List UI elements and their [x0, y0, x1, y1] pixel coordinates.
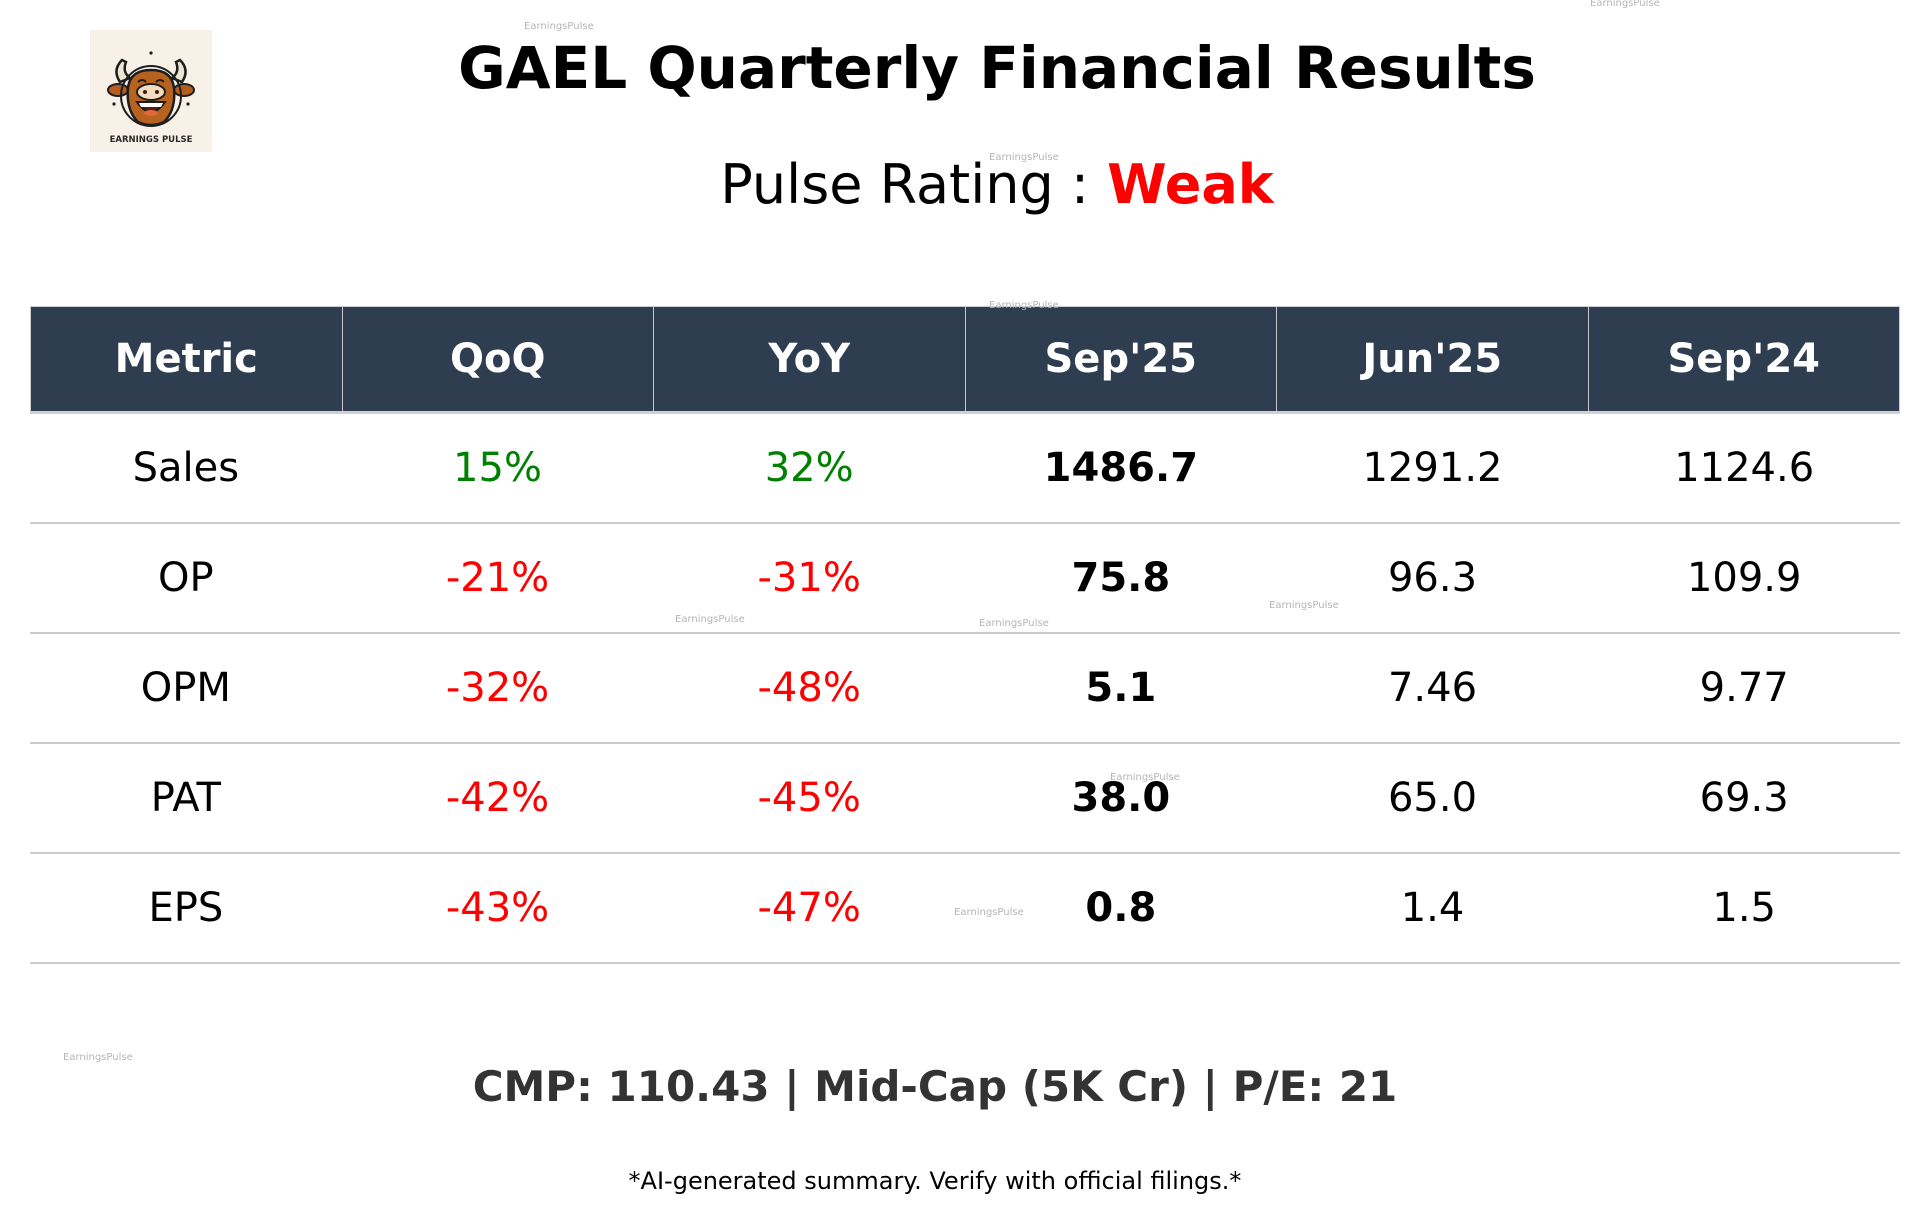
watermark: EarningsPulse	[989, 152, 1059, 163]
qoq-change: -42%	[445, 775, 550, 821]
watermark: EarningsPulse	[979, 618, 1049, 629]
table-row: OP -21% -31% 75.8 96.3 109.9	[30, 524, 1900, 634]
yoy-change: 32%	[764, 445, 854, 491]
qoq-change: -21%	[445, 555, 550, 601]
value-jun25: 96.3	[1387, 555, 1478, 601]
value-sep24: 109.9	[1686, 555, 1802, 601]
financial-results-table: Metric QoQ YoY Sep'25 Jun'25 Sep'24 Sale…	[30, 306, 1900, 964]
metric-name: Sales	[132, 445, 240, 491]
svg-text:EARNINGS PULSE: EARNINGS PULSE	[110, 135, 193, 145]
column-header-sep25: Sep'25	[964, 307, 1277, 411]
yoy-change: -45%	[757, 775, 861, 821]
value-sep24: 1.5	[1712, 885, 1776, 931]
qoq-change: -43%	[445, 885, 550, 931]
watermark: EarningsPulse	[989, 300, 1059, 311]
yoy-change: -48%	[757, 665, 861, 711]
disclaimer: *AI-generated summary. Verify with offic…	[628, 1167, 1242, 1195]
column-header-metric: Metric	[114, 336, 258, 382]
metric-name: PAT	[150, 775, 221, 821]
qoq-change: 15%	[453, 445, 542, 491]
value-sep24: 69.3	[1699, 775, 1789, 821]
earnings-pulse-logo: EARNINGS PULSE	[90, 30, 212, 152]
table-row: Sales 15% 32% 1486.7 1291.2 1124.6	[30, 414, 1900, 524]
watermark: EarningsPulse	[1269, 600, 1339, 611]
value-sep25: 75.8	[1071, 555, 1171, 601]
table-row: EPS -43% -47% 0.8 1.4 1.5	[30, 854, 1900, 964]
yoy-change: -47%	[757, 885, 861, 931]
value-sep25: 0.8	[1085, 885, 1157, 931]
watermark: EarningsPulse	[63, 1052, 133, 1063]
pulse-rating: Pulse Rating : Weak	[0, 152, 1919, 218]
table-row: OPM -32% -48% 5.1 7.46 9.77	[30, 634, 1900, 744]
value-sep24: 1124.6	[1674, 445, 1815, 491]
metric-name: OPM	[140, 665, 231, 711]
value-sep25: 5.1	[1085, 665, 1157, 711]
metric-name: EPS	[148, 885, 224, 931]
yoy-change: -31%	[757, 555, 861, 601]
column-header-qoq: QoQ	[341, 307, 654, 411]
bull-mascot-icon: EARNINGS PULSE	[107, 51, 195, 145]
value-sep25: 38.0	[1071, 775, 1171, 821]
watermark: EarningsPulse	[1590, 0, 1660, 9]
watermark: EarningsPulse	[675, 614, 745, 625]
value-jun25: 1.4	[1400, 885, 1465, 931]
qoq-change: -32%	[445, 665, 550, 711]
metric-name: OP	[158, 555, 214, 601]
page-title: GAEL Quarterly Financial Results	[458, 34, 1536, 102]
table-row: PAT -42% -45% 38.0 65.0 69.3	[30, 744, 1900, 854]
pulse-rating-label: Pulse Rating :	[720, 153, 1090, 216]
column-header-jun25: Jun'25	[1276, 307, 1588, 411]
table-header: Metric QoQ YoY Sep'25 Jun'25 Sep'24	[30, 306, 1900, 414]
market-info: CMP: 110.43 | Mid-Cap (5K Cr) | P/E: 21	[472, 1062, 1398, 1111]
column-header-sep24: Sep'24	[1587, 307, 1900, 411]
value-jun25: 7.46	[1387, 665, 1478, 711]
value-jun25: 65.0	[1387, 775, 1478, 821]
value-jun25: 1291.2	[1362, 445, 1503, 491]
value-sep24: 9.77	[1699, 665, 1789, 711]
value-sep25: 1486.7	[1043, 445, 1199, 491]
column-header-yoy: YoY	[653, 307, 965, 411]
watermark: EarningsPulse	[1110, 772, 1180, 783]
watermark: EarningsPulse	[524, 21, 594, 32]
pulse-rating-value: Weak	[1107, 153, 1274, 216]
watermark: EarningsPulse	[954, 907, 1024, 918]
